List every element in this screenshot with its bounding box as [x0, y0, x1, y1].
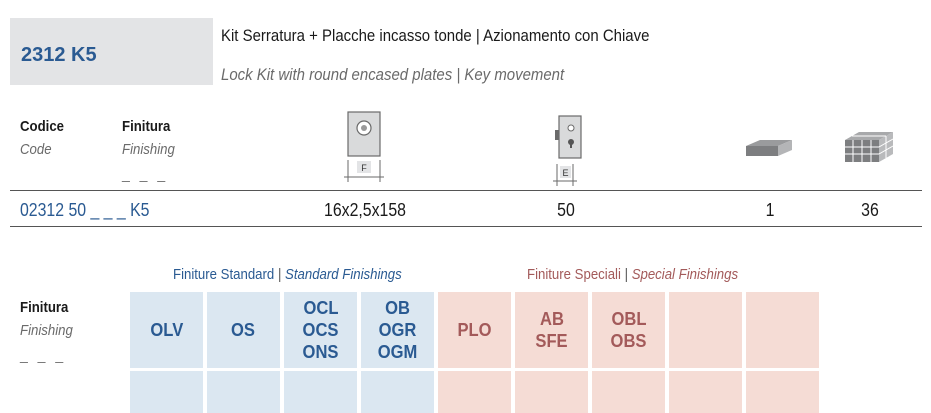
product-title-italian: Kit Serratura + Placche incasso tonde | …: [221, 26, 650, 45]
finish-swatch-ocl-ocs-ons: OCL OCS ONS: [284, 292, 357, 368]
box-package-icon: [845, 132, 894, 162]
product-code-box: 2312 K5: [10, 18, 213, 85]
finish-header-it: Finitura: [122, 118, 171, 135]
e-label: E: [562, 168, 568, 178]
finish-header-placeholder: _ _ _: [122, 166, 169, 182]
finish-swatch-row2-2: [207, 371, 280, 413]
finish-label-en: Finishing: [20, 322, 73, 339]
finish-swatch-row2-1: [130, 371, 203, 413]
standard-finishes-title: Finiture Standard | Standard Finishings: [173, 266, 402, 283]
finish-swatch-olv: OLV: [130, 292, 203, 368]
finish-swatch-empty-2: [746, 292, 819, 368]
finish-swatch-row2-9: [746, 371, 819, 413]
finish-header-en: Finishing: [122, 141, 175, 158]
row-dimension: 16x2,5x158: [324, 200, 406, 220]
product-code: 2312 K5: [21, 44, 97, 66]
finish-swatch-ab-sfe: AB SFE: [515, 292, 588, 368]
finish-swatch-empty-1: [669, 292, 742, 368]
row-article-code: 02312 50 _ _ _ K5: [20, 200, 150, 220]
finish-swatch-row2-4: [361, 371, 434, 413]
finish-swatch-os: OS: [207, 292, 280, 368]
finish-swatch-row2-3: [284, 371, 357, 413]
finish-swatch-row2-5: [438, 371, 511, 413]
finish-swatch-row2-6: [515, 371, 588, 413]
special-finishes-title: Finiture Speciali | Special Finishings: [527, 266, 739, 283]
lock-body-icon: E: [553, 115, 582, 186]
row-box-qty: 36: [861, 200, 879, 220]
finish-swatch-row2-8: [669, 371, 742, 413]
table-header-divider: [10, 190, 922, 191]
product-title-english: Lock Kit with round encased plates | Key…: [221, 65, 565, 84]
single-package-icon: [746, 140, 792, 156]
row-pack-qty: 1: [765, 200, 775, 220]
code-header-en: Code: [20, 141, 52, 158]
plate-dimension-icon: F: [344, 111, 384, 182]
row-backset: 50: [557, 200, 575, 220]
finish-swatch-plo: PLO: [438, 292, 511, 368]
finish-swatch-obl-obs: OBL OBS: [592, 292, 665, 368]
finish-label-it: Finitura: [20, 299, 69, 316]
table-row-divider: [10, 226, 922, 227]
f-label: F: [361, 163, 367, 173]
finish-swatch-ob-ogr-ogm: OB OGR OGM: [361, 292, 434, 368]
finish-label-placeholder: _ _ _: [20, 347, 67, 363]
code-header-it: Codice: [20, 118, 65, 135]
finish-swatch-row2-7: [592, 371, 665, 413]
